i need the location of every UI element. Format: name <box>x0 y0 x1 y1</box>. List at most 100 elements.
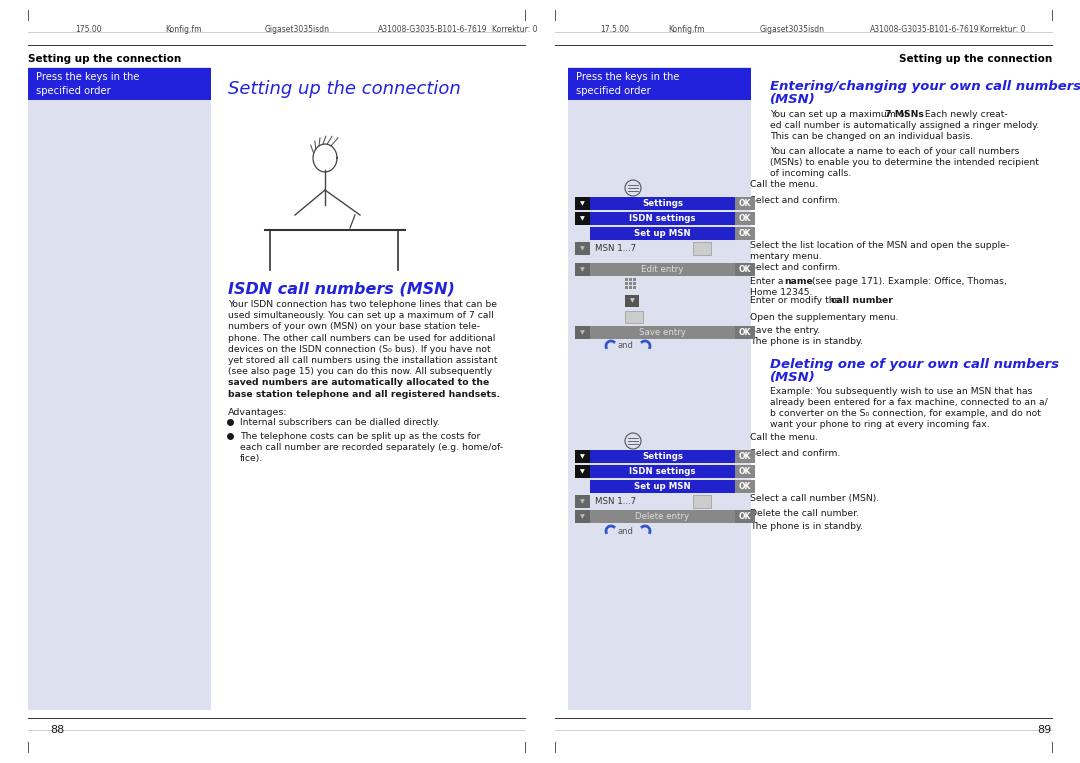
Text: .: . <box>880 296 882 305</box>
Text: (MSN): (MSN) <box>770 93 815 106</box>
Text: phone. The other call numbers can be used for additional: phone. The other call numbers can be use… <box>228 333 496 343</box>
Text: 7 MSNs: 7 MSNs <box>885 110 923 119</box>
Text: Home 12345.: Home 12345. <box>750 288 812 297</box>
Text: Korrektur: 0: Korrektur: 0 <box>492 25 538 34</box>
Text: OK: OK <box>739 452 752 461</box>
Text: ▼: ▼ <box>580 267 585 272</box>
Text: You can allocate a name to each of your call numbers: You can allocate a name to each of your … <box>770 147 1020 156</box>
Bar <box>590 465 735 478</box>
Bar <box>625 311 643 323</box>
Text: Setting up the connection: Setting up the connection <box>28 54 181 64</box>
Text: Save the entry.: Save the entry. <box>750 326 820 335</box>
Text: Press the keys in the
specified order: Press the keys in the specified order <box>576 72 679 95</box>
Text: fice).: fice). <box>240 454 264 463</box>
Text: yet stored all call numbers using the installation assistant: yet stored all call numbers using the in… <box>228 356 498 365</box>
Bar <box>575 242 590 255</box>
Bar <box>735 450 755 463</box>
Text: ▼: ▼ <box>580 454 585 459</box>
Bar <box>735 212 755 225</box>
Text: ISDN call numbers (MSN): ISDN call numbers (MSN) <box>228 282 455 297</box>
Text: The phone is in standby.: The phone is in standby. <box>750 522 863 531</box>
Text: A31008-G3035-B101-6-7619: A31008-G3035-B101-6-7619 <box>378 25 487 34</box>
Text: Entering/changing your own call numbers: Entering/changing your own call numbers <box>770 80 1080 93</box>
Text: You can set up a maximum of: You can set up a maximum of <box>770 110 910 119</box>
Text: ▼: ▼ <box>580 201 585 206</box>
Bar <box>575 465 590 478</box>
Bar <box>575 510 590 523</box>
Bar <box>735 480 755 493</box>
Text: want your phone to ring at every incoming fax.: want your phone to ring at every incomin… <box>770 420 989 429</box>
Bar <box>590 197 735 210</box>
Bar <box>633 282 636 285</box>
Text: Save entry: Save entry <box>639 328 686 337</box>
Text: of incoming calls.: of incoming calls. <box>770 169 851 178</box>
Text: Set up MSN: Set up MSN <box>634 482 691 491</box>
Text: Konfig.fm: Konfig.fm <box>165 25 202 34</box>
Text: saved numbers are automatically allocated to the: saved numbers are automatically allocate… <box>228 378 489 388</box>
Bar <box>568 67 751 710</box>
Bar <box>625 295 639 307</box>
Bar <box>735 465 755 478</box>
Text: ▼: ▼ <box>580 514 585 519</box>
Text: 17.5.00: 17.5.00 <box>600 25 629 34</box>
Text: and: and <box>617 342 633 350</box>
Text: Internal subscribers can be dialled directly.: Internal subscribers can be dialled dire… <box>240 418 440 427</box>
Bar <box>575 212 590 225</box>
Bar <box>568 68 751 100</box>
Text: OK: OK <box>739 214 752 223</box>
Text: Open the supplementary menu.: Open the supplementary menu. <box>750 313 899 322</box>
Text: Settings: Settings <box>642 199 683 208</box>
Text: Select the list location of the MSN and open the supple-: Select the list location of the MSN and … <box>750 241 1009 250</box>
Text: Call the menu.: Call the menu. <box>750 433 818 442</box>
Text: Deleting one of your own call numbers: Deleting one of your own call numbers <box>770 358 1059 371</box>
Text: devices on the ISDN connection (S₀ bus). If you have not: devices on the ISDN connection (S₀ bus).… <box>228 345 490 354</box>
Bar <box>625 286 627 289</box>
Text: call number: call number <box>831 296 893 305</box>
Text: numbers of your own (MSN) on your base station tele-: numbers of your own (MSN) on your base s… <box>228 323 481 331</box>
Text: Select and confirm.: Select and confirm. <box>750 263 840 272</box>
Text: Press the keys in the
specified order: Press the keys in the specified order <box>36 72 139 95</box>
Text: A31008-G3035-B101-6-7619: A31008-G3035-B101-6-7619 <box>870 25 980 34</box>
Text: 88: 88 <box>50 725 64 735</box>
Text: ▼: ▼ <box>630 298 634 304</box>
Text: MSN 1...7: MSN 1...7 <box>595 497 636 506</box>
Bar <box>629 278 632 281</box>
Text: already been entered for a fax machine, connected to an a/: already been entered for a fax machine, … <box>770 398 1048 407</box>
Bar <box>693 495 711 508</box>
Bar <box>590 510 735 523</box>
Text: The phone is in standby.: The phone is in standby. <box>750 337 863 346</box>
Text: ▼: ▼ <box>580 499 585 504</box>
Text: Delete the call number.: Delete the call number. <box>750 509 859 518</box>
Bar <box>590 326 735 339</box>
Bar <box>575 197 590 210</box>
Text: Enter or modify the: Enter or modify the <box>750 296 843 305</box>
Text: Settings: Settings <box>642 452 683 461</box>
Text: The telephone costs can be split up as the costs for: The telephone costs can be split up as t… <box>240 432 481 441</box>
Text: (MSN): (MSN) <box>770 371 815 384</box>
Text: and: and <box>617 526 633 536</box>
Bar <box>28 67 211 710</box>
Text: Select and confirm.: Select and confirm. <box>750 449 840 458</box>
Text: Set up MSN: Set up MSN <box>634 229 691 238</box>
Text: Konfig.fm: Konfig.fm <box>669 25 704 34</box>
Text: Gigaset3035isdn: Gigaset3035isdn <box>760 25 825 34</box>
Text: mentary menu.: mentary menu. <box>750 252 822 261</box>
Bar <box>633 278 636 281</box>
Text: ▼: ▼ <box>580 330 585 335</box>
Text: OK: OK <box>739 199 752 208</box>
Text: OK: OK <box>739 229 752 238</box>
Text: ed call number is automatically assigned a ringer melody.: ed call number is automatically assigned… <box>770 121 1039 130</box>
Bar <box>590 480 735 493</box>
Bar <box>625 282 627 285</box>
Bar <box>735 510 755 523</box>
Text: ▼: ▼ <box>580 246 585 251</box>
Text: base station telephone and all registered handsets.: base station telephone and all registere… <box>228 390 500 398</box>
Bar <box>590 263 735 276</box>
Text: Your ISDN connection has two telephone lines that can be: Your ISDN connection has two telephone l… <box>228 300 497 309</box>
Text: (see page 171). Example: Office, Thomas,: (see page 171). Example: Office, Thomas, <box>809 277 1007 286</box>
Text: ▼: ▼ <box>580 216 585 221</box>
Bar <box>575 326 590 339</box>
Text: . Each newly creat-: . Each newly creat- <box>919 110 1008 119</box>
Bar <box>735 326 755 339</box>
Text: MSN 1...7: MSN 1...7 <box>595 244 636 253</box>
